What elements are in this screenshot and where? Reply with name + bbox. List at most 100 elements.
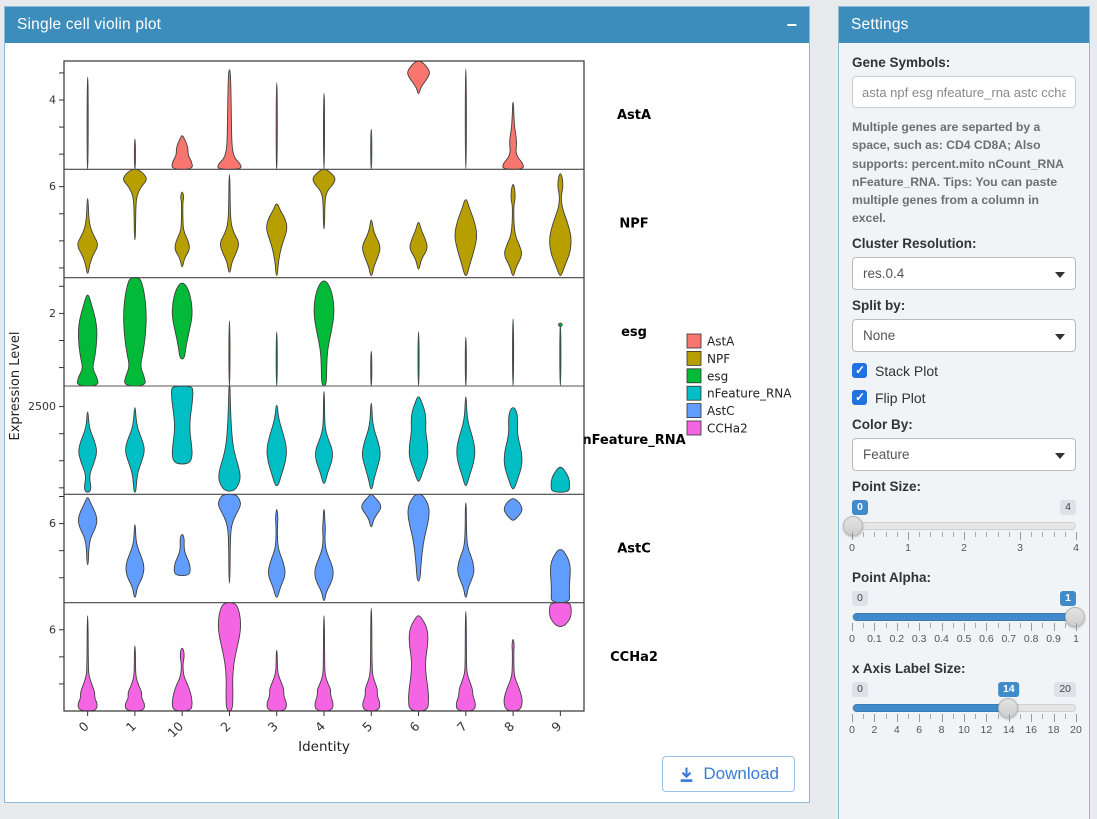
violin bbox=[549, 549, 571, 604]
violin bbox=[322, 93, 326, 170]
violin bbox=[217, 602, 242, 712]
violin bbox=[266, 405, 287, 487]
violin bbox=[76, 294, 99, 387]
legend-swatch bbox=[686, 350, 702, 366]
violin bbox=[124, 645, 145, 712]
violin bbox=[78, 411, 97, 493]
violin bbox=[361, 402, 381, 490]
slider-track[interactable] bbox=[852, 697, 1076, 718]
point-size-label: Point Size: bbox=[852, 478, 922, 494]
violin bbox=[549, 602, 572, 627]
color-by-label: Color By: bbox=[852, 416, 913, 432]
violin bbox=[457, 502, 475, 598]
slider-limit-badge: 20 bbox=[1054, 681, 1076, 697]
gene-symbols-label: Gene Symbols: bbox=[852, 55, 951, 70]
legend-swatch bbox=[686, 333, 702, 349]
slider-track[interactable] bbox=[852, 606, 1085, 627]
violin bbox=[171, 135, 193, 170]
chevron-down-icon bbox=[1055, 452, 1065, 459]
slider-value-badge: 1 bbox=[1060, 590, 1076, 606]
violin bbox=[133, 138, 136, 170]
x-tick-label: 5 bbox=[359, 719, 375, 735]
violin bbox=[125, 524, 145, 598]
facet-label: CCHa2 bbox=[610, 650, 658, 665]
slider-limit-badge: 4 bbox=[1060, 499, 1076, 515]
violin bbox=[417, 331, 420, 387]
legend-swatch bbox=[686, 420, 702, 436]
flip-plot-label: Flip Plot bbox=[875, 389, 926, 406]
legend-swatch bbox=[686, 368, 702, 384]
violin bbox=[228, 320, 231, 387]
slider-handle[interactable] bbox=[843, 515, 863, 536]
collapse-icon[interactable]: − bbox=[786, 15, 797, 35]
stack-plot-label: Stack Plot bbox=[875, 362, 939, 379]
violin bbox=[503, 498, 523, 521]
violin bbox=[504, 184, 522, 276]
violin bbox=[86, 76, 89, 170]
facet-label: esg bbox=[621, 325, 647, 340]
violin bbox=[171, 647, 193, 712]
download-icon bbox=[678, 766, 695, 783]
x-tick-label: 9 bbox=[548, 718, 564, 734]
violin bbox=[217, 69, 242, 170]
point-alpha-slider[interactable]: 0 1 0 0.1 0.2 0.3 0.4 0.5 0.6 0.7 0.8 0.9 1 bbox=[849, 590, 1085, 653]
y-tick-label: 6 bbox=[49, 623, 56, 636]
plot-box-title: Single cell violin plot bbox=[17, 16, 162, 33]
legend-label: NPF bbox=[707, 352, 730, 366]
violin bbox=[267, 509, 286, 598]
slider-limit-badge: 0 bbox=[852, 590, 868, 606]
x-tick-label: 3 bbox=[265, 719, 281, 735]
split-by-select[interactable]: None bbox=[852, 318, 1076, 352]
x-tick-label: 4 bbox=[312, 718, 328, 734]
violin bbox=[218, 493, 241, 584]
slider-value-badge: 14 bbox=[997, 681, 1020, 697]
x-axis-label-size-slider[interactable]: 0 20 14 0 2 4 6 8 10 12 14 16 18 20 bbox=[849, 681, 1082, 736]
violin bbox=[171, 385, 194, 465]
violin bbox=[409, 221, 428, 270]
download-button[interactable]: Download bbox=[662, 756, 795, 792]
stack-plot-checkbox[interactable] bbox=[852, 363, 867, 379]
settings-title: Settings bbox=[851, 16, 909, 33]
slider-handle[interactable] bbox=[998, 697, 1019, 718]
slider-track[interactable] bbox=[843, 515, 1076, 536]
slider-handle[interactable] bbox=[1065, 606, 1085, 627]
facet-label: AstA bbox=[617, 108, 651, 123]
x-tick-label: 1 bbox=[123, 719, 139, 735]
split-by-value: None bbox=[863, 327, 896, 343]
y-tick-label: 6 bbox=[49, 180, 56, 193]
color-by-value: Feature bbox=[863, 446, 910, 462]
settings-body: Gene Symbols: Multiple genes are separte… bbox=[839, 43, 1089, 819]
chevron-down-icon bbox=[1055, 333, 1065, 340]
violin bbox=[313, 280, 335, 387]
gene-symbols-help: Multiple genes are separted by a space, … bbox=[852, 120, 1064, 226]
violin bbox=[123, 168, 147, 241]
violin bbox=[77, 615, 98, 712]
violin bbox=[559, 322, 562, 387]
gene-symbols-input[interactable] bbox=[852, 76, 1076, 108]
color-by-select[interactable]: Feature bbox=[852, 437, 1076, 471]
violin bbox=[464, 68, 467, 170]
violin bbox=[503, 407, 523, 490]
cluster-resolution-select[interactable]: res.0.4 bbox=[852, 256, 1076, 290]
legend-swatch bbox=[686, 403, 702, 419]
violin bbox=[502, 101, 524, 170]
violin bbox=[315, 390, 333, 484]
violin bbox=[455, 610, 476, 712]
x-tick-label: 2 bbox=[217, 719, 233, 735]
y-tick-label: 4 bbox=[49, 94, 56, 107]
legend-label: nFeature_RNA bbox=[707, 387, 792, 401]
violin bbox=[77, 497, 98, 566]
violin bbox=[512, 318, 515, 387]
x-tick-label: 8 bbox=[501, 718, 517, 734]
cluster-resolution-value: res.0.4 bbox=[863, 265, 905, 281]
violin bbox=[171, 282, 193, 360]
violin bbox=[266, 203, 288, 276]
flip-plot-checkbox[interactable] bbox=[852, 390, 867, 406]
violin bbox=[314, 509, 334, 601]
slider-value-badge: 0 bbox=[852, 499, 868, 515]
x-axis-label-size-label: x Axis Label Size: bbox=[852, 660, 966, 676]
download-label: Download bbox=[703, 764, 779, 783]
violin bbox=[77, 198, 98, 274]
violin bbox=[361, 493, 382, 528]
